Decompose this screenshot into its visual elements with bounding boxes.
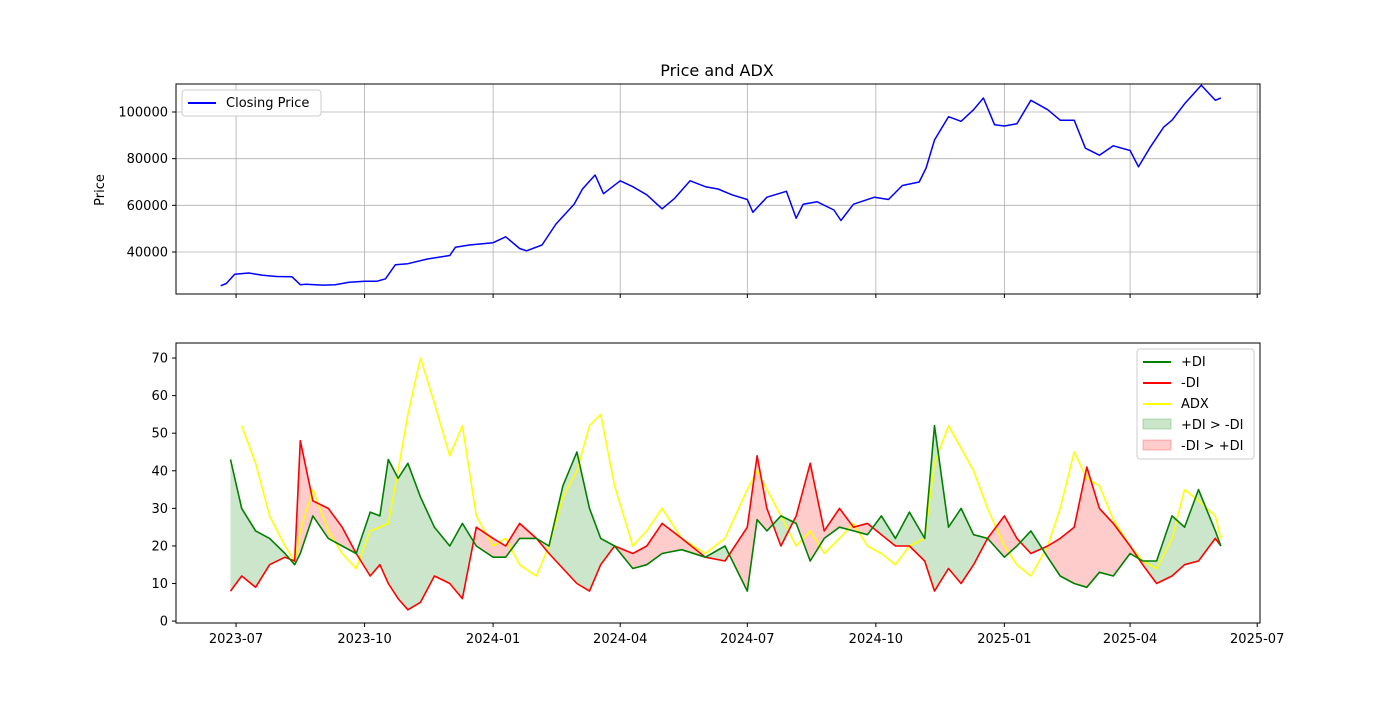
minus-di-fill-legend-label: -DI > +DI — [1181, 439, 1243, 454]
x-tick-label: 2025-01 — [977, 632, 1031, 647]
price-chart-title: Price and ADX — [660, 61, 774, 80]
adx-y-tick-label: 70 — [151, 352, 168, 367]
plus-di-above-fill — [772, 515, 794, 546]
adx-legend-label: ADX — [1181, 397, 1209, 412]
plus-di-above-fill — [356, 459, 474, 610]
x-tick-label: 2025-07 — [1230, 632, 1284, 647]
adx-y-tick-label: 20 — [151, 539, 168, 554]
minus-di-above-fill — [614, 523, 706, 569]
price-y-tick-label: 60000 — [127, 199, 168, 214]
price-legend-box — [181, 89, 322, 117]
plus-di-fill-legend-swatch — [1142, 418, 1172, 430]
minus-di-above-fill — [1042, 467, 1139, 588]
price-grid — [176, 84, 1260, 294]
minus-di-legend-label: -DI — [1181, 376, 1200, 391]
x-tick-label: 2024-10 — [849, 632, 903, 647]
adx-y-ticks: 0 10 20 30 40 50 60 70 — [151, 352, 176, 630]
adx-y-tick-label: 30 — [151, 502, 168, 517]
adx-legend-box — [1136, 348, 1255, 460]
plus-di-above-fill — [1138, 489, 1221, 584]
price-series — [220, 84, 1222, 287]
plus-di-above-fill — [872, 425, 988, 592]
adx-y-tick-label: 0 — [160, 615, 168, 630]
price-y-axis-label: Price — [93, 174, 108, 206]
minus-di-above-fill — [473, 523, 537, 558]
price-panel: Price and ADX Price 40000 60000 80000 10000… — [93, 61, 1261, 298]
adx-y-tick-label: 50 — [151, 427, 168, 442]
adx-line — [240, 357, 1222, 577]
plus-di-line — [229, 424, 1222, 592]
price-axes-frame — [175, 83, 1261, 295]
x-tick-label: 2025-04 — [1103, 632, 1157, 647]
adx-y-tick-label: 60 — [151, 389, 168, 404]
adx-legend: +DI -DI ADX +DI > -DI -DI > +DI — [1136, 348, 1255, 460]
price-x-ticks — [235, 294, 1258, 298]
plus-di-legend-label: +DI — [1181, 355, 1206, 370]
x-tick-label: 2024-04 — [593, 632, 647, 647]
plus-di-above-fill — [230, 459, 290, 592]
adx-series — [229, 357, 1222, 611]
closing-price-line — [220, 84, 1222, 287]
x-tick-label: 2024-07 — [720, 632, 774, 647]
price-y-tick-label: 80000 — [127, 152, 168, 167]
plus-di-above-fill — [705, 546, 730, 561]
minus-di-line — [229, 439, 1222, 611]
minus-di-above-fill — [729, 455, 773, 592]
price-y-tick-label: 40000 — [127, 246, 168, 261]
price-y-ticks: 40000 60000 80000 100000 — [118, 106, 176, 261]
plus-di-above-fill — [536, 452, 615, 592]
price-legend: Closing Price — [181, 89, 322, 117]
adx-x-ticks: 2023-07 2023-10 2024-01 2024-04 2024-07 2024-… — [209, 623, 1284, 647]
plus-di-fill-legend-label: +DI > -DI — [1181, 418, 1243, 433]
x-tick-label: 2024-01 — [466, 632, 520, 647]
adx-y-tick-label: 10 — [151, 577, 168, 592]
adx-axes-frame — [175, 342, 1261, 624]
minus-di-fill-legend-swatch — [1142, 439, 1172, 451]
adx-y-tick-label: 40 — [151, 464, 168, 479]
price-y-tick-label: 100000 — [118, 106, 168, 121]
closing-price-legend-label: Closing Price — [226, 96, 309, 111]
x-tick-label: 2023-10 — [337, 632, 391, 647]
x-tick-label: 2023-07 — [209, 632, 263, 647]
